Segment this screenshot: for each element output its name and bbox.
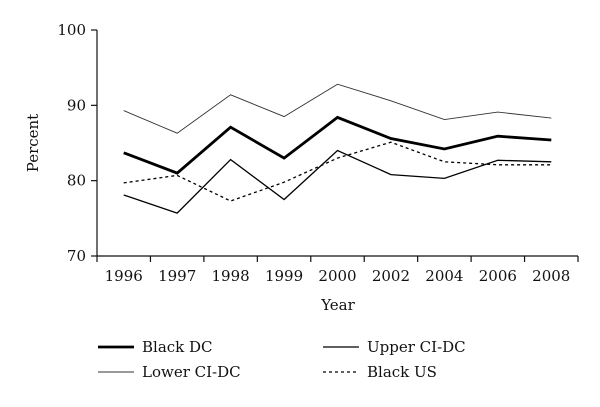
x-tick-label: 1999 (265, 267, 303, 285)
x-tick-label: 2000 (318, 267, 356, 285)
series-line-lower-ci-dc (123, 83, 552, 134)
series-line-black-us (123, 141, 552, 202)
legend-label: Black DC (142, 338, 213, 356)
legend-label: Lower CI-DC (142, 363, 241, 381)
series-line-upper-ci-dc (123, 149, 552, 214)
legend-label: Black US (367, 363, 437, 381)
x-tick-label: 2006 (479, 267, 517, 285)
x-tick-label: 2002 (372, 267, 410, 285)
axes: 70 80 90 100 1996 1997 1998 1999 2000 2002 2004 200… (57, 21, 579, 285)
y-tick-label: 80 (67, 172, 86, 190)
legend-label: Upper CI-DC (367, 338, 466, 356)
x-tick-label: 1998 (212, 267, 250, 285)
x-tick-label: 2008 (532, 267, 570, 285)
x-axis-title: Year (320, 296, 355, 314)
series-line-black-dc (123, 115, 552, 175)
x-tick-label: 1996 (105, 267, 143, 285)
legend: Black DC Upper CI-DC Lower CI-DC Black US (98, 338, 466, 381)
x-tick-label: 2004 (425, 267, 463, 285)
y-tick-label: 70 (67, 247, 86, 265)
plot-area (123, 83, 552, 214)
y-axis-title: Percent (24, 114, 42, 172)
x-tick-label: 1997 (158, 267, 196, 285)
y-tick-label: 90 (67, 96, 86, 114)
y-tick-label: 100 (57, 21, 86, 39)
